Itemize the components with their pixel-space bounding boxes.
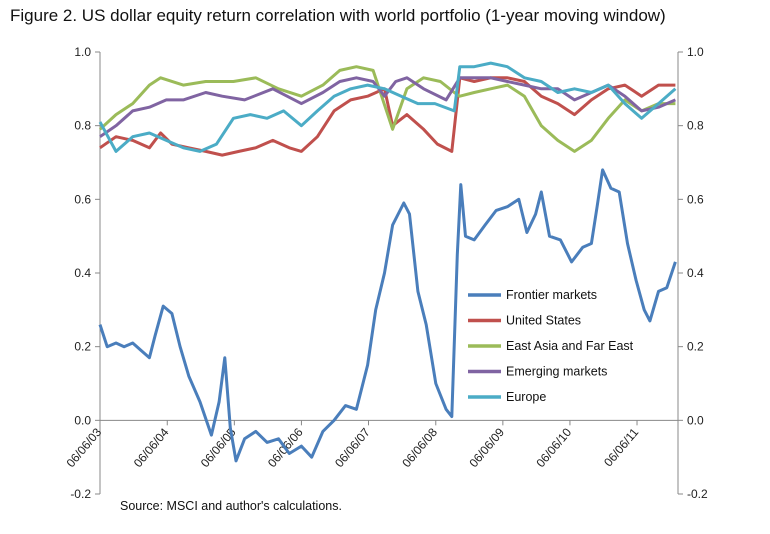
x-tick-label: 06/06/04: [131, 425, 172, 470]
x-tick-label: 06/06/07: [332, 425, 373, 470]
legend-label-united-states: United States: [506, 314, 581, 328]
x-tick-label: 06/06/08: [399, 425, 440, 470]
legend-label-east-asia-and-far-east: East Asia and Far East: [506, 339, 634, 353]
y-tick-label-right: 0.8: [687, 119, 704, 133]
x-tick-label: 06/06/09: [466, 425, 507, 470]
y-tick-label-right: 1.0: [687, 45, 704, 59]
legend-label-europe: Europe: [506, 390, 546, 404]
y-tick-label-right: 0.0: [687, 413, 704, 427]
series-lines: [98, 61, 677, 463]
y-tick-label-left: 0.2: [74, 340, 91, 354]
y-tick-label-right: -0.2: [687, 487, 708, 501]
y-tick-label-left: -0.2: [70, 487, 91, 501]
y-tick-label-left: 0.4: [74, 266, 91, 280]
y-tick-label-left: 0.6: [74, 192, 91, 206]
y-tick-label-left: 0.8: [74, 119, 91, 133]
series-line-frontier-markets: [98, 168, 677, 463]
x-tick-label: 06/06/10: [533, 425, 574, 470]
y-tick-label-right: 0.2: [687, 340, 704, 354]
series-line-europe: [98, 61, 677, 153]
legend-label-frontier-markets: Frontier markets: [506, 288, 597, 302]
y-tick-label-left: 1.0: [74, 45, 91, 59]
y-tick-label-right: 0.6: [687, 192, 704, 206]
x-tick-label: 06/06/11: [601, 425, 641, 469]
x-tick-label: 06/06/03: [64, 425, 105, 470]
legend: Frontier markets United States East Asia a…: [468, 288, 634, 404]
chart-title: Figure 2. US dollar equity return correl…: [10, 6, 666, 25]
y-tick-label-left: 0.0: [74, 413, 91, 427]
legend-label-emerging-markets: Emerging markets: [506, 365, 607, 379]
source-note: Source: MSCI and author's calculations.: [120, 499, 342, 513]
y-tick-label-right: 0.4: [687, 266, 704, 280]
series-line-emerging-markets: [99, 76, 676, 138]
